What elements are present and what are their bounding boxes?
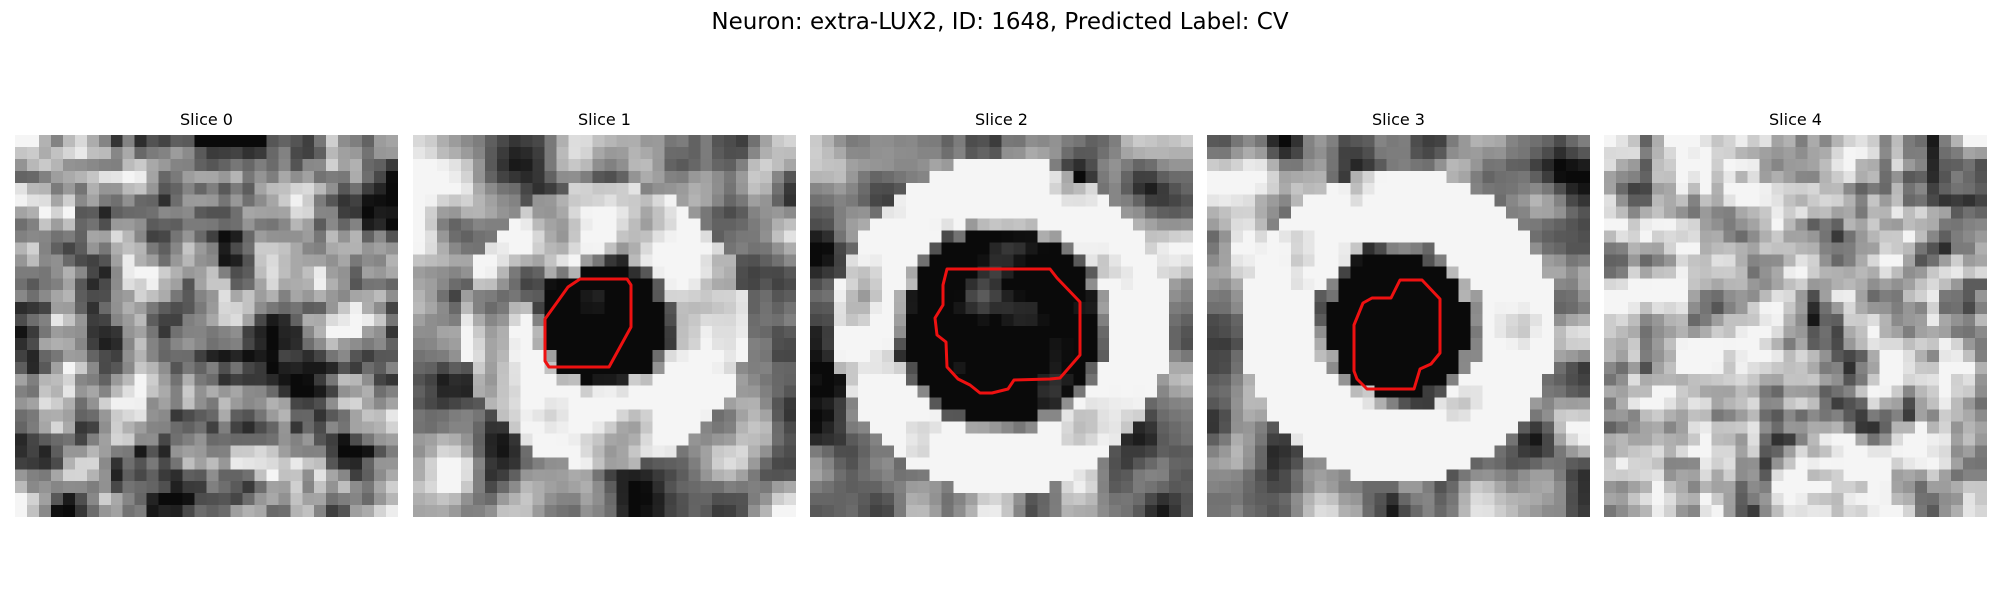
slice-title: Slice 2 — [975, 110, 1028, 129]
grayscale-image — [810, 135, 1193, 517]
slice-title: Slice 4 — [1769, 110, 1822, 129]
slice-image — [810, 135, 1193, 517]
roi-outline — [543, 277, 633, 369]
slice-title: Slice 0 — [180, 110, 233, 129]
roi-contour — [1352, 278, 1442, 391]
figure-title: Neuron: extra-LUX2, ID: 1648, Predicted … — [711, 9, 1289, 35]
slice-image — [413, 135, 796, 517]
slice-panel-2: Slice 2 — [810, 108, 1193, 517]
slice-image — [1604, 135, 1987, 517]
slice-image — [15, 135, 398, 517]
grayscale-image — [1604, 135, 1987, 517]
slice-panel-0: Slice 0 — [15, 108, 398, 517]
slice-title: Slice 3 — [1372, 110, 1425, 129]
slice-title: Slice 1 — [578, 110, 631, 129]
grayscale-image — [1207, 135, 1590, 517]
grayscale-image — [15, 135, 398, 517]
slice-panel-3: Slice 3 — [1207, 108, 1590, 517]
slice-panel-1: Slice 1 — [413, 108, 796, 517]
slice-panel-4: Slice 4 — [1604, 108, 1987, 517]
roi-outline — [933, 267, 1082, 395]
roi-contour — [933, 267, 1082, 395]
slice-image — [1207, 135, 1590, 517]
roi-outline — [1352, 278, 1442, 391]
grayscale-image — [413, 135, 796, 517]
roi-contour — [543, 277, 633, 369]
